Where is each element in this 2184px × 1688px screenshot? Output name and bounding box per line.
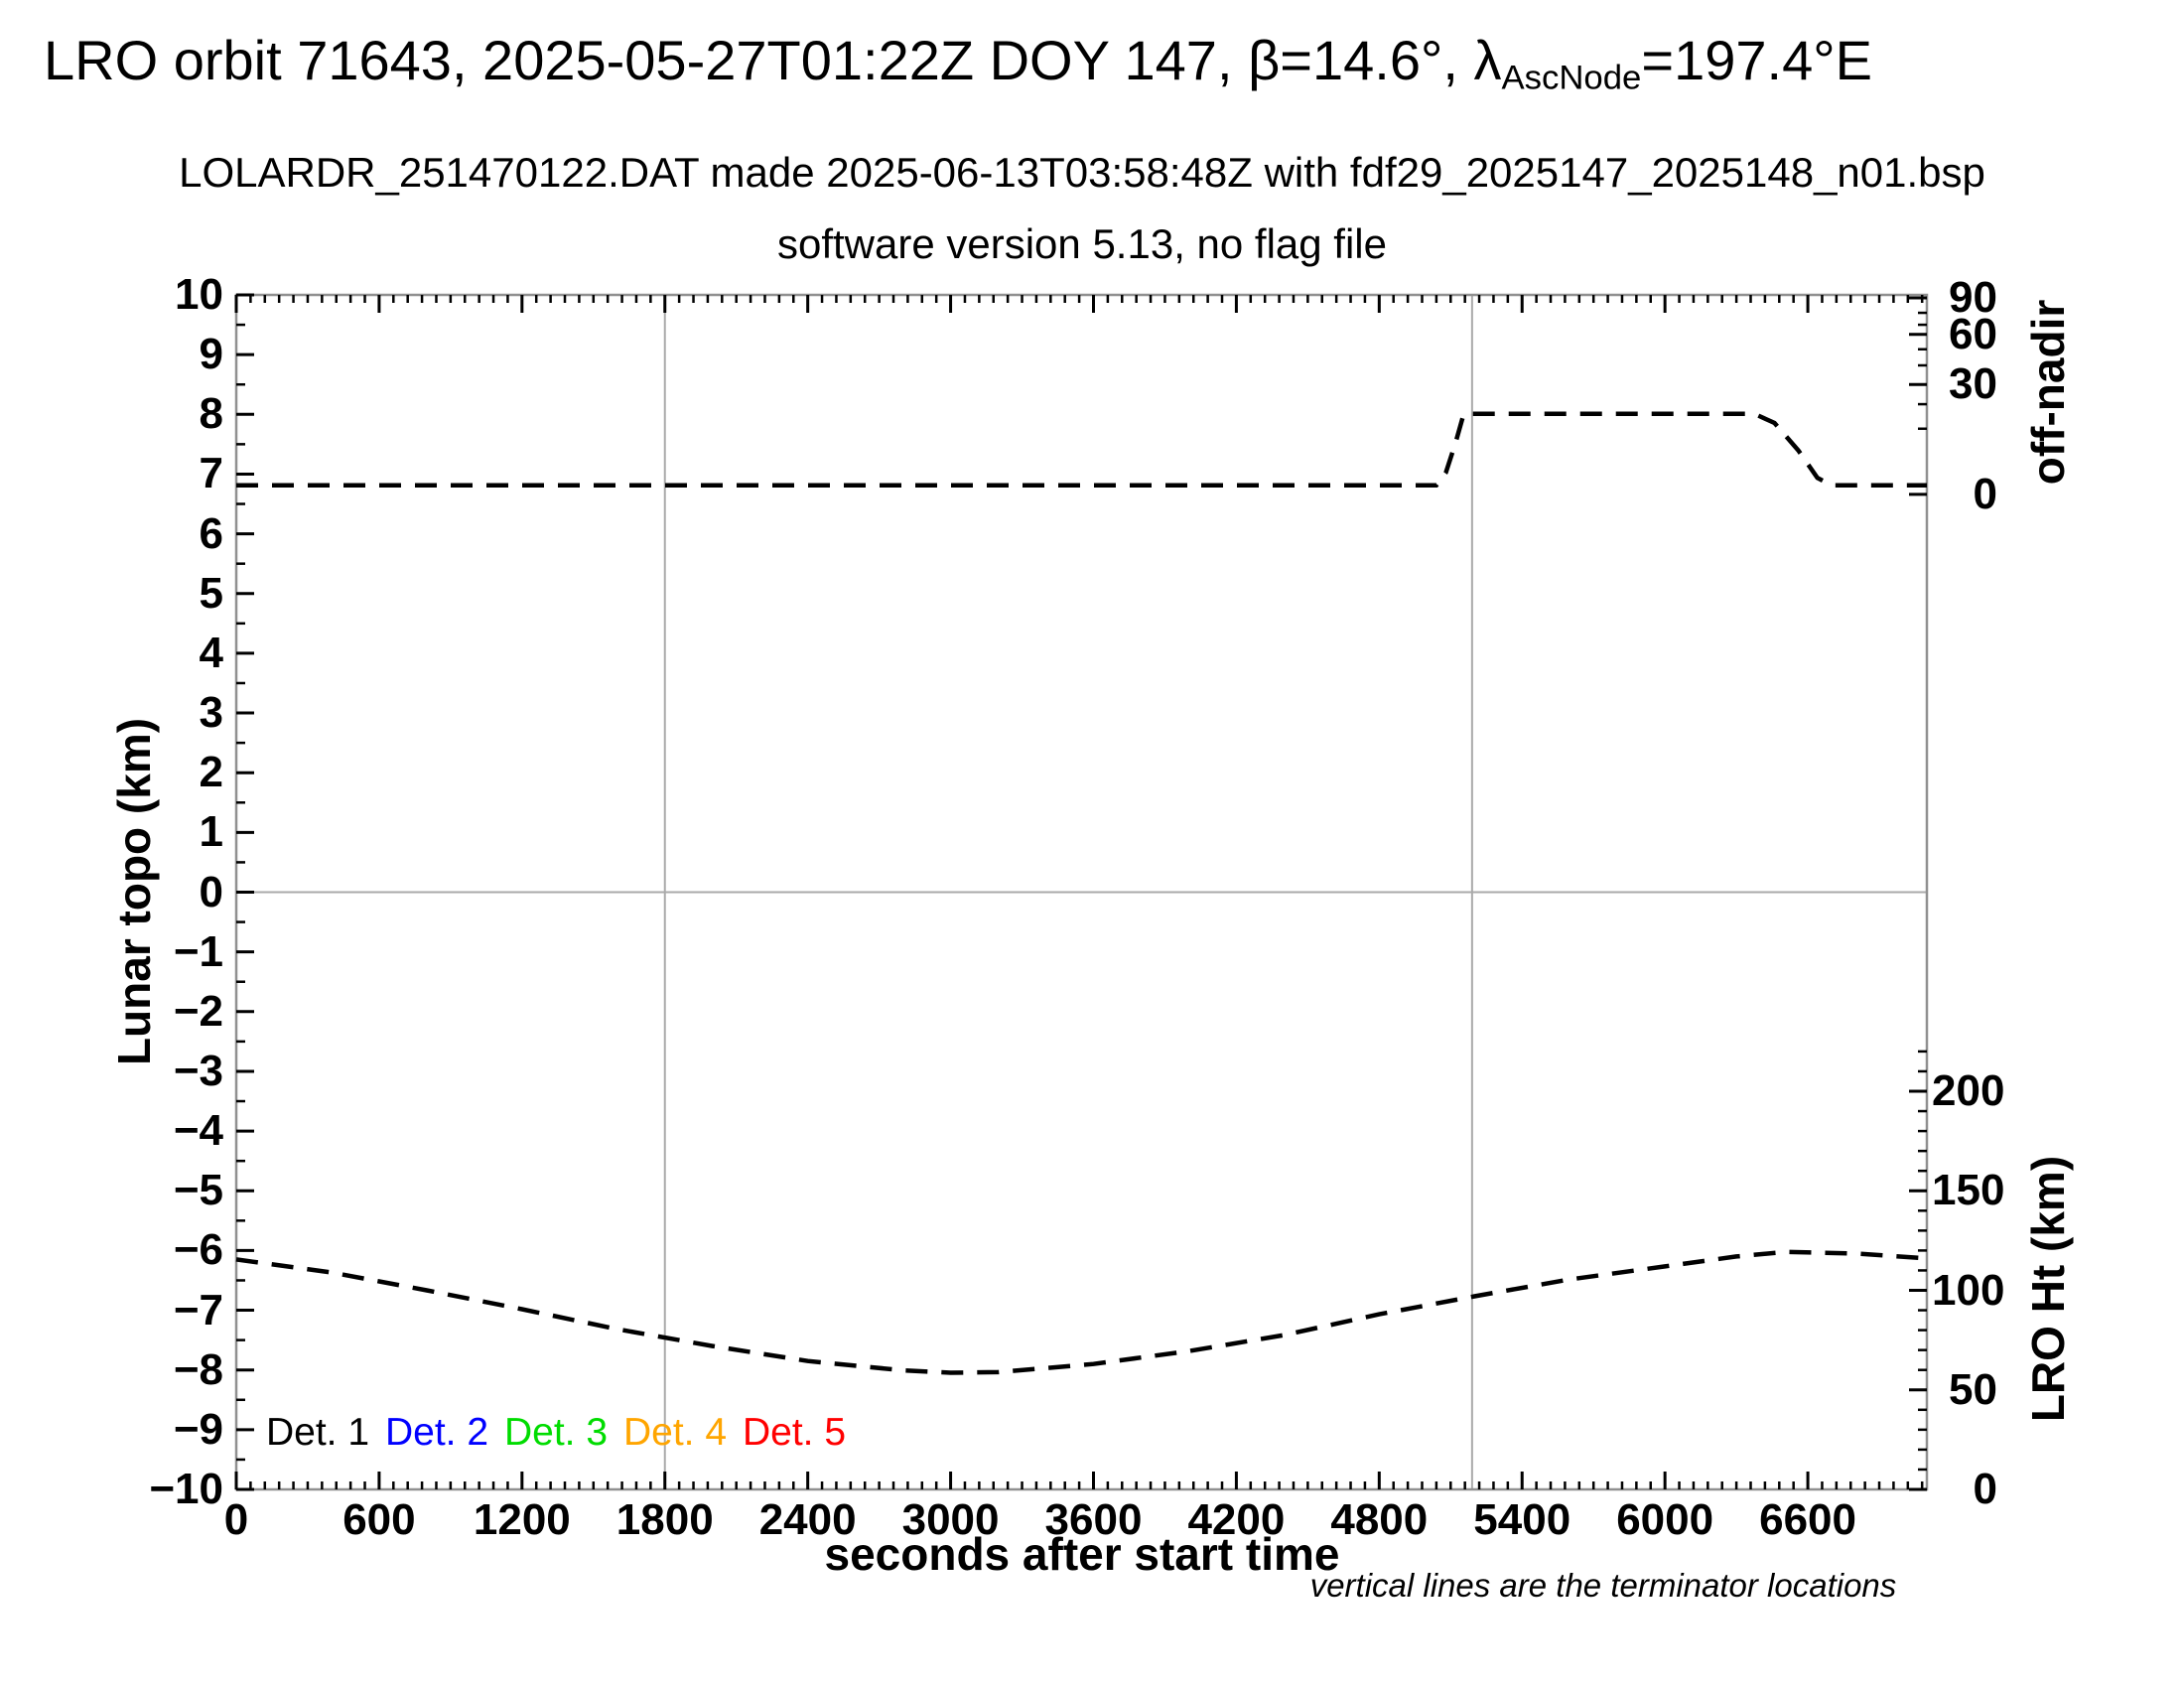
lro-ht-tick-label-150: 150: [1932, 1166, 2005, 1215]
y-left-tick-label--4: −4: [173, 1106, 223, 1156]
lro-ht-tick-label-200: 200: [1932, 1066, 2005, 1115]
y-left-tick-label--7: −7: [173, 1285, 223, 1335]
legend-item-det-1: Det. 1: [265, 1411, 370, 1454]
x-tick-label-1800: 1800: [615, 1495, 714, 1544]
y-left-tick-label-3: 3: [199, 688, 223, 738]
title-prefix: LRO orbit 71643, 2025-05-27T01:22Z DOY 1…: [44, 29, 1502, 91]
y-left-tick-label--5: −5: [173, 1166, 223, 1215]
x-tick-label-4200: 4200: [1187, 1495, 1286, 1544]
series-lro-height: [235, 1249, 1928, 1375]
legend-item-det-2: Det. 2: [384, 1411, 489, 1454]
y-axis-title-lunar-topo: Lunar topo (km): [108, 717, 160, 1066]
y-left-tick-label-10: 10: [175, 270, 223, 319]
x-tick-label-6000: 6000: [1616, 1495, 1714, 1544]
lro-ht-tick-label-50: 50: [1949, 1364, 1997, 1414]
y-left-tick-label-4: 4: [199, 628, 223, 677]
x-tick-label-1200: 1200: [473, 1495, 571, 1544]
x-tick-label-5400: 5400: [1473, 1495, 1571, 1544]
y-axis-title-lro-ht: LRO Ht (km): [2022, 1155, 2074, 1423]
x-tick-label-2400: 2400: [758, 1495, 857, 1544]
y-left-tick-label-6: 6: [199, 508, 223, 558]
y-left-tick-label--3: −3: [173, 1046, 223, 1095]
y-left-tick-label-0: 0: [199, 867, 223, 916]
page-title: LRO orbit 71643, 2025-05-27T01:22Z DOY 1…: [0, 28, 1916, 98]
lro-ht-tick-label-100: 100: [1932, 1265, 2005, 1315]
lro-ht-tick-label-0: 0: [1973, 1465, 1997, 1513]
y-left-tick-label--1: −1: [173, 926, 223, 976]
title-suffix: =197.4°E: [1641, 29, 1872, 91]
legend-item-det-3: Det. 3: [503, 1411, 609, 1454]
y-left-tick-label-8: 8: [199, 389, 223, 439]
x-tick-label-4800: 4800: [1330, 1495, 1429, 1544]
y-left-tick-label-5: 5: [199, 568, 223, 618]
terminator-footnote: vertical lines are the terminator locati…: [1309, 1567, 1897, 1604]
y-left-tick-label-7: 7: [199, 449, 223, 498]
y-left-tick-label-2: 2: [199, 748, 223, 797]
y-left-tick-label--10: −10: [149, 1465, 223, 1513]
y-left-tick-label-9: 9: [199, 330, 223, 379]
title-subscript: AscNode: [1501, 59, 1642, 97]
legend-item-det-5: Det. 5: [742, 1411, 847, 1454]
x-tick-label-600: 600: [342, 1495, 416, 1544]
y-left-tick-label--6: −6: [173, 1225, 223, 1275]
x-tick-label-6600: 6600: [1759, 1495, 1856, 1544]
y-left-tick-label--8: −8: [173, 1344, 223, 1394]
offnadir-tick-label-90: 90: [1949, 273, 1997, 322]
y-left-tick-label-1: 1: [199, 807, 223, 857]
y-left-tick-label--9: −9: [173, 1404, 223, 1454]
subtitle-version-line: software version 5.13, no flag file: [776, 220, 1387, 267]
legend-item-det-4: Det. 4: [622, 1411, 728, 1454]
offnadir-tick-label-0: 0: [1973, 469, 1997, 518]
y-left-tick-label--2: −2: [173, 986, 223, 1036]
series-off-nadir: [236, 411, 1927, 488]
x-axis-title: seconds after start time: [824, 1528, 1340, 1580]
offnadir-tick-label-30: 30: [1949, 359, 1997, 409]
x-tick-label-3600: 3600: [1044, 1495, 1143, 1544]
x-tick-label-0: 0: [223, 1495, 249, 1544]
x-tick-label-3000: 3000: [901, 1495, 1000, 1544]
subtitle-file-line: LOLARDR_251470122.DAT made 2025-06-13T03…: [179, 149, 1985, 196]
y-axis-title-off-nadir: off-nadir: [2022, 299, 2074, 486]
offnadir-tick-label-60: 60: [1949, 309, 1997, 358]
